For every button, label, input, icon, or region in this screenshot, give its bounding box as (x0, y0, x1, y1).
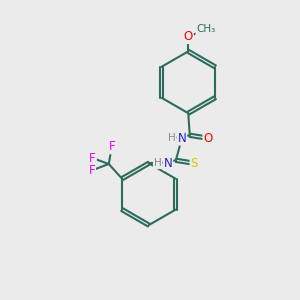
Text: O: O (184, 30, 193, 43)
Text: F: F (89, 152, 96, 165)
Text: F: F (88, 164, 95, 177)
Text: S: S (190, 157, 198, 170)
Text: N: N (164, 157, 172, 170)
Text: H: H (154, 158, 161, 168)
Text: H: H (168, 133, 176, 143)
Text: F: F (108, 140, 115, 153)
Text: O: O (203, 132, 213, 145)
Text: N: N (177, 132, 186, 145)
Text: CH₃: CH₃ (196, 24, 216, 34)
